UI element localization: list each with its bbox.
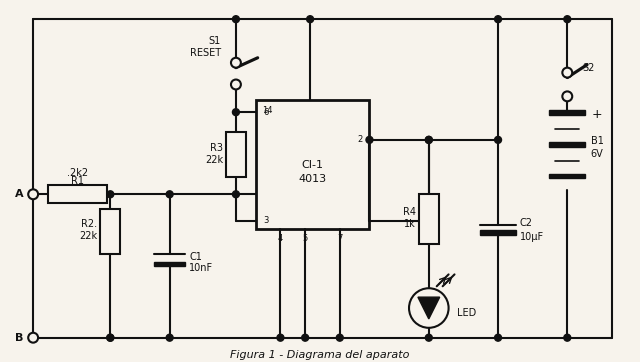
Circle shape <box>564 16 571 23</box>
Circle shape <box>231 58 241 68</box>
Text: 22k: 22k <box>205 155 223 165</box>
Bar <box>100 209 120 254</box>
Circle shape <box>232 109 239 115</box>
Text: 3: 3 <box>263 216 268 226</box>
Text: 5: 5 <box>303 234 308 243</box>
Circle shape <box>301 334 308 341</box>
Circle shape <box>28 333 38 343</box>
Text: RESET: RESET <box>190 48 221 58</box>
Text: 2: 2 <box>357 135 362 144</box>
Bar <box>226 132 246 177</box>
Text: B: B <box>15 333 24 343</box>
Bar <box>480 230 516 235</box>
Text: 6V: 6V <box>591 149 604 159</box>
Bar <box>419 194 438 244</box>
Circle shape <box>495 334 502 341</box>
Text: A: A <box>15 189 24 199</box>
Circle shape <box>107 334 114 341</box>
Circle shape <box>232 191 239 198</box>
Text: 10nF: 10nF <box>189 264 214 273</box>
Text: 14: 14 <box>262 106 273 115</box>
Circle shape <box>232 16 239 23</box>
Text: R1: R1 <box>71 176 84 186</box>
Text: 22k: 22k <box>79 231 97 241</box>
Text: R3: R3 <box>210 143 223 153</box>
Circle shape <box>231 80 241 89</box>
Circle shape <box>563 91 572 101</box>
Text: 1k: 1k <box>404 219 416 229</box>
Text: 4: 4 <box>278 234 283 243</box>
Circle shape <box>495 136 502 143</box>
Circle shape <box>166 334 173 341</box>
Circle shape <box>277 334 284 341</box>
Circle shape <box>426 334 432 341</box>
Text: S1: S1 <box>209 36 221 46</box>
Circle shape <box>564 334 571 341</box>
Circle shape <box>563 68 572 77</box>
Text: .2k2: .2k2 <box>67 168 88 177</box>
Text: C1: C1 <box>189 252 202 262</box>
Circle shape <box>28 189 38 199</box>
Text: Figura 1 - Diagrama del aparato: Figura 1 - Diagrama del aparato <box>230 350 410 359</box>
Text: 7: 7 <box>337 234 342 243</box>
Circle shape <box>307 16 314 23</box>
Circle shape <box>426 136 432 143</box>
Text: R4: R4 <box>403 207 416 217</box>
Circle shape <box>337 334 343 341</box>
Circle shape <box>366 136 373 143</box>
Bar <box>256 100 369 229</box>
Bar <box>48 185 108 203</box>
Circle shape <box>409 288 449 328</box>
Text: CI-1: CI-1 <box>301 160 324 170</box>
Text: 10μF: 10μF <box>520 232 544 242</box>
Bar <box>550 173 585 178</box>
Text: +: + <box>591 108 602 121</box>
Circle shape <box>495 16 502 23</box>
Circle shape <box>166 191 173 198</box>
Bar <box>154 261 186 266</box>
Circle shape <box>107 334 114 341</box>
Text: R2.: R2. <box>81 219 97 230</box>
Bar <box>550 110 585 115</box>
Circle shape <box>107 191 114 198</box>
Text: 6: 6 <box>263 108 268 117</box>
Bar <box>550 142 585 147</box>
Text: LED: LED <box>456 308 476 318</box>
Text: 4013: 4013 <box>298 174 326 184</box>
Text: C2: C2 <box>520 218 533 228</box>
Text: B1: B1 <box>591 136 604 146</box>
Circle shape <box>426 136 432 143</box>
Text: S2: S2 <box>582 63 595 73</box>
Polygon shape <box>418 297 440 319</box>
